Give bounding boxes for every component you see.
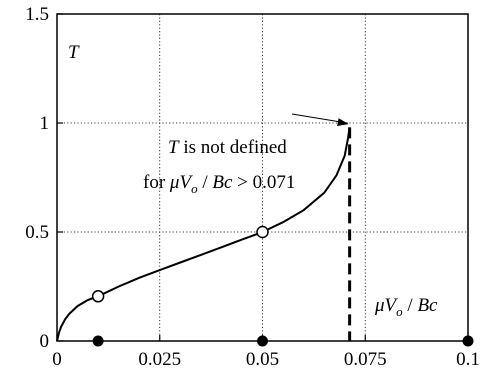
y-tick-label: 1.5	[25, 4, 49, 25]
filled-marker	[257, 335, 268, 347]
filled-marker	[462, 335, 474, 347]
annotation-italic: T	[168, 137, 180, 158]
annotation-text: is not defined	[179, 137, 288, 158]
annotation-line1: T is not defined	[168, 137, 287, 158]
x-tick-label: 0.05	[246, 349, 279, 370]
x-tick-label: 0.025	[138, 349, 181, 370]
x-tick-label: 0.1	[456, 349, 480, 370]
annotation-prefix: for	[143, 172, 170, 193]
y-tick-label: 0.5	[25, 222, 49, 243]
annotation-suffix: > 0.071	[232, 172, 295, 193]
open-marker	[256, 225, 269, 239]
open-marker	[91, 290, 105, 303]
x-tick-label: 0.075	[344, 349, 387, 370]
curve-line	[56, 127, 351, 342]
x-axis-label: μVo / Bc	[374, 295, 438, 319]
y-axis-label: T	[68, 42, 80, 63]
grid-lines	[57, 14, 468, 341]
annotation-line2: for μVo / Bc > 0.071	[143, 172, 295, 196]
y-tick-label: 0	[40, 331, 50, 352]
x-tick-label: 0	[52, 349, 62, 370]
annotation-arrow-head	[337, 118, 349, 127]
y-tick-label: 1	[40, 113, 50, 134]
data-layer	[56, 113, 474, 347]
filled-marker	[92, 335, 104, 347]
axis-ticks: 0 0.025 0.05 0.075 0.1 0 0.5 1 1.5	[25, 4, 480, 370]
